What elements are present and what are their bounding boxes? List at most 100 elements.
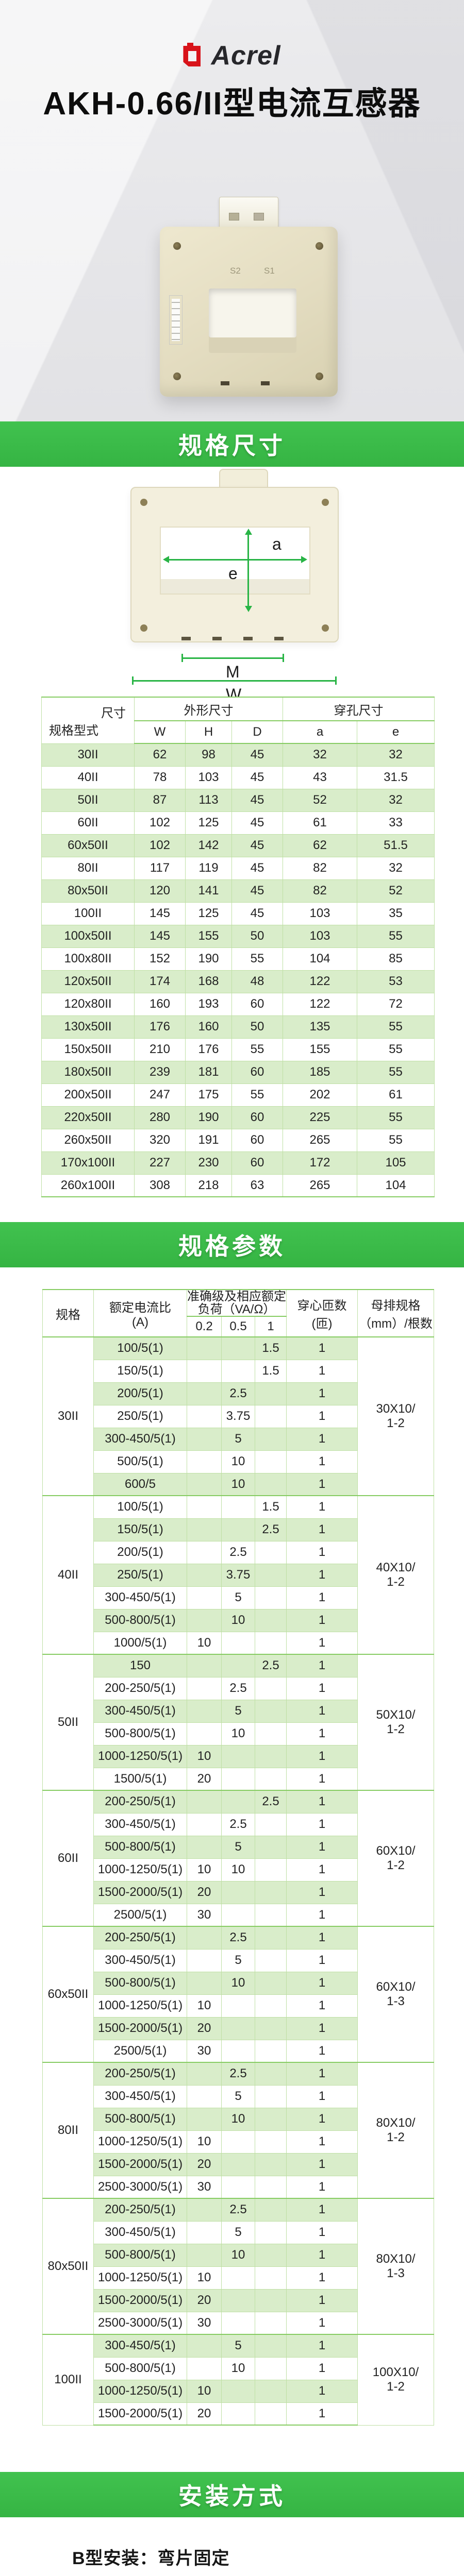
table-cell: 30 — [187, 2311, 222, 2335]
table-cell: 185 — [283, 1060, 358, 1084]
table-cell: 80II — [41, 856, 135, 880]
table-cell: 60 — [231, 992, 284, 1016]
table-cell: 119 — [185, 856, 232, 880]
table-cell: 500-800/5(1) — [93, 2107, 187, 2131]
table-cell: 1 — [286, 1903, 358, 1927]
table-row: 500-800/5(1) 10 1 — [43, 1971, 434, 1995]
table-cell: 1 — [286, 2016, 358, 2040]
table-cell: 176 — [134, 1015, 186, 1039]
table-row: 2500/5(1) 30 1 — [43, 2039, 434, 2063]
table-row: 500-800/5(1) 5 1 — [43, 1835, 434, 1859]
table-cell: 145 — [134, 902, 186, 925]
table-row: 260x50II 320 191 60 265 55 — [41, 1128, 435, 1152]
table-cell: 53 — [357, 970, 435, 993]
table-cell: 10 — [187, 1744, 222, 1768]
table-cell: 200/5(1) — [93, 1382, 187, 1405]
table-cell: 5 — [221, 2334, 255, 2358]
table-cell: 30 — [187, 2039, 222, 2063]
table-cell: 190 — [185, 1106, 232, 1129]
table-cell: 1 — [286, 1382, 358, 1405]
table-row: 1000/5(1) 10 1 — [43, 1631, 434, 1655]
table-cell: 300-450/5(1) — [93, 1812, 187, 1836]
dim-col-header: a — [283, 720, 358, 744]
table-row: 170x100II 227 230 60 172 105 — [41, 1151, 435, 1175]
table-cell: 122 — [283, 992, 358, 1016]
table-cell: 1.5 — [254, 1495, 287, 1519]
table-cell — [254, 2379, 287, 2403]
table-cell: 260x50II — [41, 1128, 135, 1152]
header: Acrel AKH-0.66/II型电流互感器 S2 S1 — [0, 0, 464, 421]
table-cell — [187, 2198, 222, 2222]
table-cell: 103 — [283, 902, 358, 925]
table-cell: 5 — [221, 1948, 255, 1972]
table-cell: 175 — [185, 1083, 232, 1107]
table-cell: 55 — [357, 1060, 435, 1084]
table-cell: 1 — [286, 1744, 358, 1768]
table-cell — [254, 1903, 287, 1927]
table-cell — [254, 1880, 287, 1904]
table-cell: 1 — [286, 1586, 358, 1609]
table-cell — [254, 2130, 287, 2154]
table-cell: 1 — [286, 2039, 358, 2063]
table-cell — [187, 1359, 222, 1383]
table-row: 2500/5(1) 30 1 — [43, 1903, 434, 1927]
table-cell: 1.5 — [254, 1359, 287, 1383]
acrel-logo-icon — [183, 43, 206, 69]
table-cell: 43 — [283, 766, 358, 789]
table-cell: 1000-1250/5(1) — [93, 2266, 187, 2290]
table-cell: 1 — [286, 1767, 358, 1791]
table-cell: 3.75 — [221, 1563, 255, 1587]
table-row: 500/5(1) 10 1 — [43, 1450, 434, 1473]
table-cell — [187, 2357, 222, 2380]
table-cell: 2.5 — [221, 1540, 255, 1564]
table-cell — [254, 2062, 287, 2086]
spec-group-busbar: 80X10/ 1-3 — [357, 2198, 435, 2335]
dim-corner-top: 尺寸 — [101, 706, 126, 720]
table-cell: 5 — [221, 1835, 255, 1859]
table-cell — [221, 1359, 255, 1383]
table-cell: 45 — [231, 856, 284, 880]
table-cell: 1 — [286, 1971, 358, 1995]
table-cell — [221, 1654, 255, 1677]
table-cell: 60 — [231, 1151, 284, 1175]
table-cell: 1 — [286, 1654, 358, 1677]
table-cell: 100x80II — [41, 947, 135, 971]
table-cell: 60 — [231, 1128, 284, 1152]
table-cell: 122 — [283, 970, 358, 993]
brand-logo: Acrel — [0, 40, 464, 71]
table-row: 1500/5(1) 20 1 — [43, 1767, 434, 1791]
table-cell: 1 — [286, 2243, 358, 2267]
table-cell: 145 — [134, 924, 186, 948]
table-cell: 150/5(1) — [93, 1518, 187, 1541]
spec-header-accuracy: 准确级及相应额定 负荷（VA/Ω） — [186, 1289, 287, 1317]
section-banner-parameters: 规格参数 — [0, 1222, 464, 1267]
table-cell — [221, 1903, 255, 1927]
table-cell: 202 — [283, 1083, 358, 1107]
table-cell: 98 — [185, 743, 232, 767]
spec-group-label: 60x50II — [42, 1926, 94, 2063]
table-cell: 50 — [231, 924, 284, 948]
table-row: 50II 87 113 45 52 32 — [41, 788, 435, 812]
table-cell: 10 — [221, 1858, 255, 1882]
table-cell — [221, 2402, 255, 2426]
table-cell: 160 — [134, 992, 186, 1016]
table-cell — [221, 2016, 255, 2040]
table-cell: 10 — [187, 2379, 222, 2403]
table-cell: 1 — [286, 2334, 358, 2358]
table-cell — [221, 2175, 255, 2199]
table-cell: 55 — [357, 1128, 435, 1152]
spec-header-busbar: 母排规格 （mm）/根数 — [357, 1289, 435, 1337]
table-cell — [187, 1608, 222, 1632]
table-cell: 1 — [286, 2130, 358, 2154]
table-row: 130x50II 176 160 50 135 55 — [41, 1015, 435, 1039]
table-cell — [254, 2334, 287, 2358]
table-cell — [254, 1404, 287, 1428]
table-cell — [221, 2130, 255, 2154]
spec-group-busbar: 100X10/ 1-2 — [357, 2334, 435, 2426]
table-cell: 193 — [185, 992, 232, 1016]
table-row: 250/5(1) 3.75 1 — [43, 1404, 434, 1428]
table-cell — [254, 1994, 287, 2018]
table-cell — [254, 1835, 287, 1859]
table-cell — [221, 1495, 255, 1519]
table-cell: 113 — [185, 788, 232, 812]
